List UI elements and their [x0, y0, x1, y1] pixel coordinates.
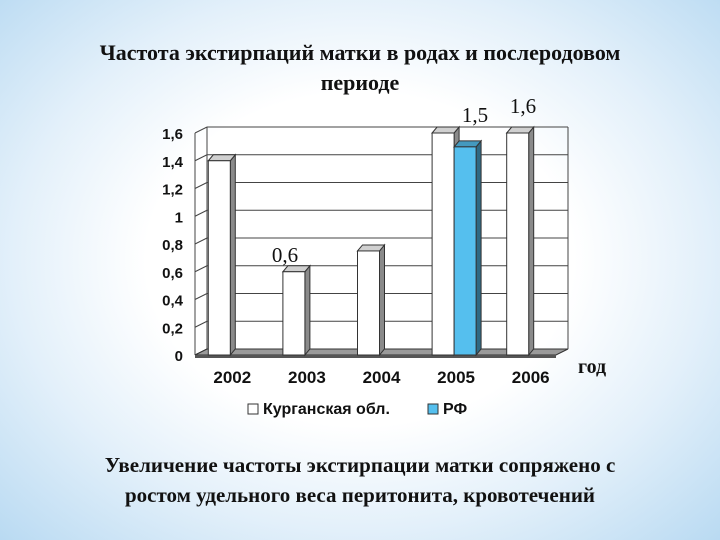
x-tick-label: 2005: [437, 368, 475, 387]
x-axis-label: год: [578, 356, 606, 378]
bar-top: [505, 126, 535, 134]
bar-top: [356, 244, 386, 252]
bar-front: [431, 132, 455, 356]
gridline-side: [194, 209, 208, 217]
y-tick-label: 0,6: [162, 265, 183, 282]
gridline-side: [194, 126, 208, 134]
gridline-side: [194, 320, 208, 328]
y-tick-label: 1: [175, 209, 183, 226]
y-tick-label: 0,2: [162, 320, 183, 337]
legend-item: Курганская обл.: [247, 401, 390, 418]
gridline-side: [194, 154, 208, 162]
x-tick-label: 2003: [288, 368, 326, 387]
bar-side: [229, 153, 236, 357]
bar: [356, 243, 386, 357]
legend-label: РФ: [443, 401, 467, 418]
bar: [281, 264, 311, 357]
bar-chart: 0 0,2 0,4 0,6 0,8 1 1,2 1,4 1,6 2002 2003 2004 2005 2…: [162, 94, 606, 418]
bar-front: [453, 146, 477, 356]
bar-top: [431, 126, 461, 134]
y-tick-label: 0: [175, 348, 183, 365]
data-label: 1,5: [462, 103, 488, 127]
x-tick-label: 2006: [512, 368, 550, 387]
y-tick-label: 0,4: [162, 293, 184, 310]
y-tick-label: 1,6: [162, 126, 183, 143]
y-tick-label: 0,8: [162, 237, 183, 254]
y-tick-label: 1,4: [162, 154, 184, 171]
bar-front: [282, 271, 306, 356]
gridline-side: [194, 265, 208, 273]
bar-side: [379, 243, 385, 357]
title-line-2: периоде: [320, 70, 400, 95]
data-label: 1,6: [510, 94, 536, 118]
x-tick-label: 2002: [213, 368, 251, 387]
floor-edge: [195, 355, 556, 358]
chart-title: Частота экстирпаций матки в родах и посл…: [0, 38, 720, 98]
bar: [505, 125, 535, 357]
bar-front: [506, 132, 530, 356]
bar-top: [453, 140, 483, 148]
title-line-1: Частота экстирпаций матки в родах и посл…: [99, 40, 621, 65]
conclusion-text: Увеличение частоты экстирпации матки соп…: [0, 450, 720, 510]
gridline-side: [194, 237, 208, 245]
bar-front: [207, 160, 231, 356]
gridline-side: [194, 182, 208, 189]
legend-label: Курганская обл.: [263, 401, 390, 418]
gridline-side: [194, 293, 208, 300]
footer-line-2: ростом удельного веса перитонита, кровот…: [124, 483, 596, 507]
y-tick-label: 1,2: [162, 182, 183, 199]
legend-swatch: [247, 403, 259, 415]
legend-item: РФ: [427, 401, 467, 418]
x-tick-label: 2004: [363, 368, 401, 387]
footer-line-1: Увеличение частоты экстирпации матки соп…: [104, 453, 616, 477]
bar-side: [304, 264, 311, 357]
bar-side: [528, 125, 535, 357]
legend-swatch: [427, 403, 439, 415]
bars: [207, 125, 535, 357]
bar-side: [475, 139, 482, 357]
legend: Курганская обл. РФ: [247, 401, 467, 418]
labels: 0 0,2 0,4 0,6 0,8 1 1,2 1,4 1,6 2002 2003 2004 2005 2…: [162, 94, 606, 387]
bar: [207, 153, 237, 357]
bar-front: [357, 250, 380, 356]
bar: [453, 139, 483, 357]
data-label: 0,6: [272, 243, 298, 267]
bar-top: [207, 154, 237, 162]
